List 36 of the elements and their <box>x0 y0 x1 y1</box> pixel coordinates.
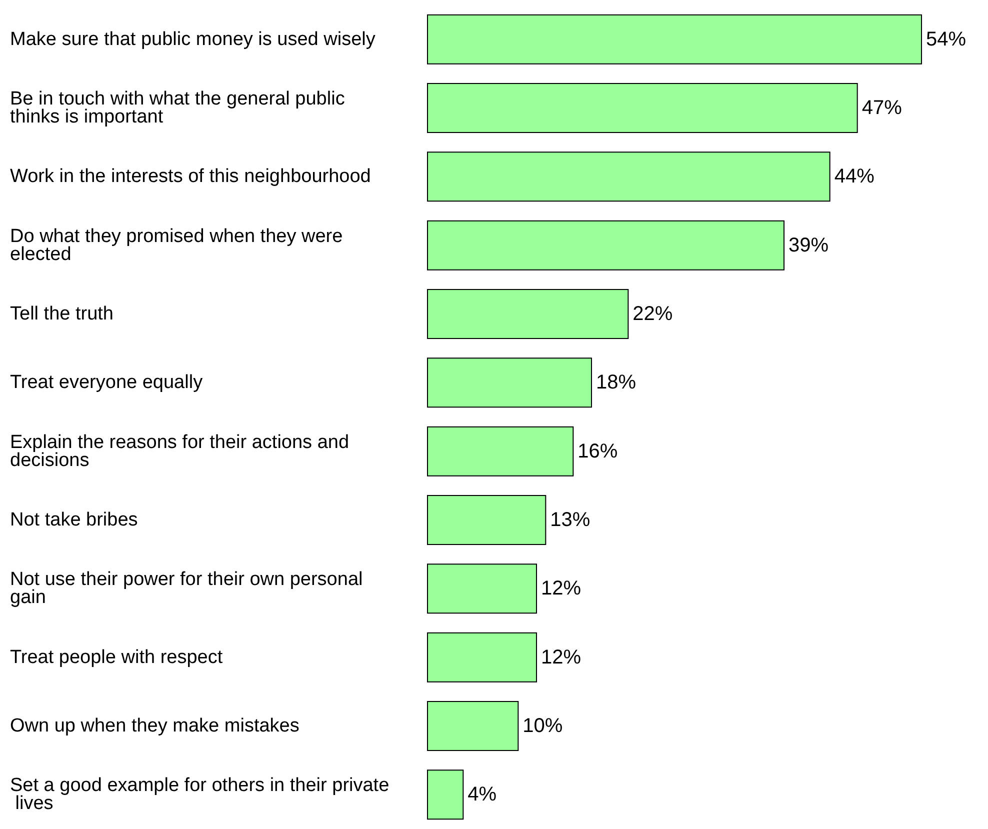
data-label: 47% <box>862 97 902 119</box>
y-tick-label: Tell the truth <box>10 304 114 324</box>
data-label: 4% <box>468 784 497 806</box>
y-tick-label: Do what they promised when they were elected <box>10 226 348 265</box>
data-label: 16% <box>578 440 618 462</box>
data-label: 39% <box>788 234 829 256</box>
bar <box>427 701 519 751</box>
bar <box>427 358 592 408</box>
bar <box>427 564 537 614</box>
y-tick-label: Treat everyone equally <box>10 372 204 394</box>
bar <box>427 495 546 545</box>
y-tick-label: Own up when they make mistakes <box>10 716 300 736</box>
y-tick-label: Make sure that public money is used wisely <box>10 28 376 50</box>
bar <box>427 426 574 476</box>
data-label: 12% <box>541 646 582 668</box>
bar <box>427 289 629 339</box>
bar <box>427 220 784 270</box>
bar <box>427 152 830 202</box>
data-label: 18% <box>596 372 636 394</box>
y-tick-label: Work in the interests of this neighbourhood <box>10 166 371 188</box>
data-label: 12% <box>541 578 582 600</box>
data-label: 10% <box>522 715 563 737</box>
data-label: 44% <box>834 166 875 188</box>
y-tick-label: Not use their power for their own personal gain <box>10 569 368 608</box>
y-tick-label: Explain the reasons for their actions and decisions <box>10 432 354 471</box>
bar <box>427 770 464 820</box>
data-label: 13% <box>550 509 590 531</box>
y-tick-label: Be in touch with what the general public thinks is important <box>10 88 350 128</box>
y-tick-label: Not take bribes <box>10 510 138 530</box>
bar <box>427 83 858 133</box>
bar <box>427 14 922 64</box>
data-label: 22% <box>632 303 673 325</box>
data-label: 54% <box>926 28 966 50</box>
y-tick-label: Set a good example for others in their private lives <box>10 775 390 814</box>
bar <box>427 632 537 682</box>
y-tick-label: Treat people with respect <box>10 646 224 668</box>
